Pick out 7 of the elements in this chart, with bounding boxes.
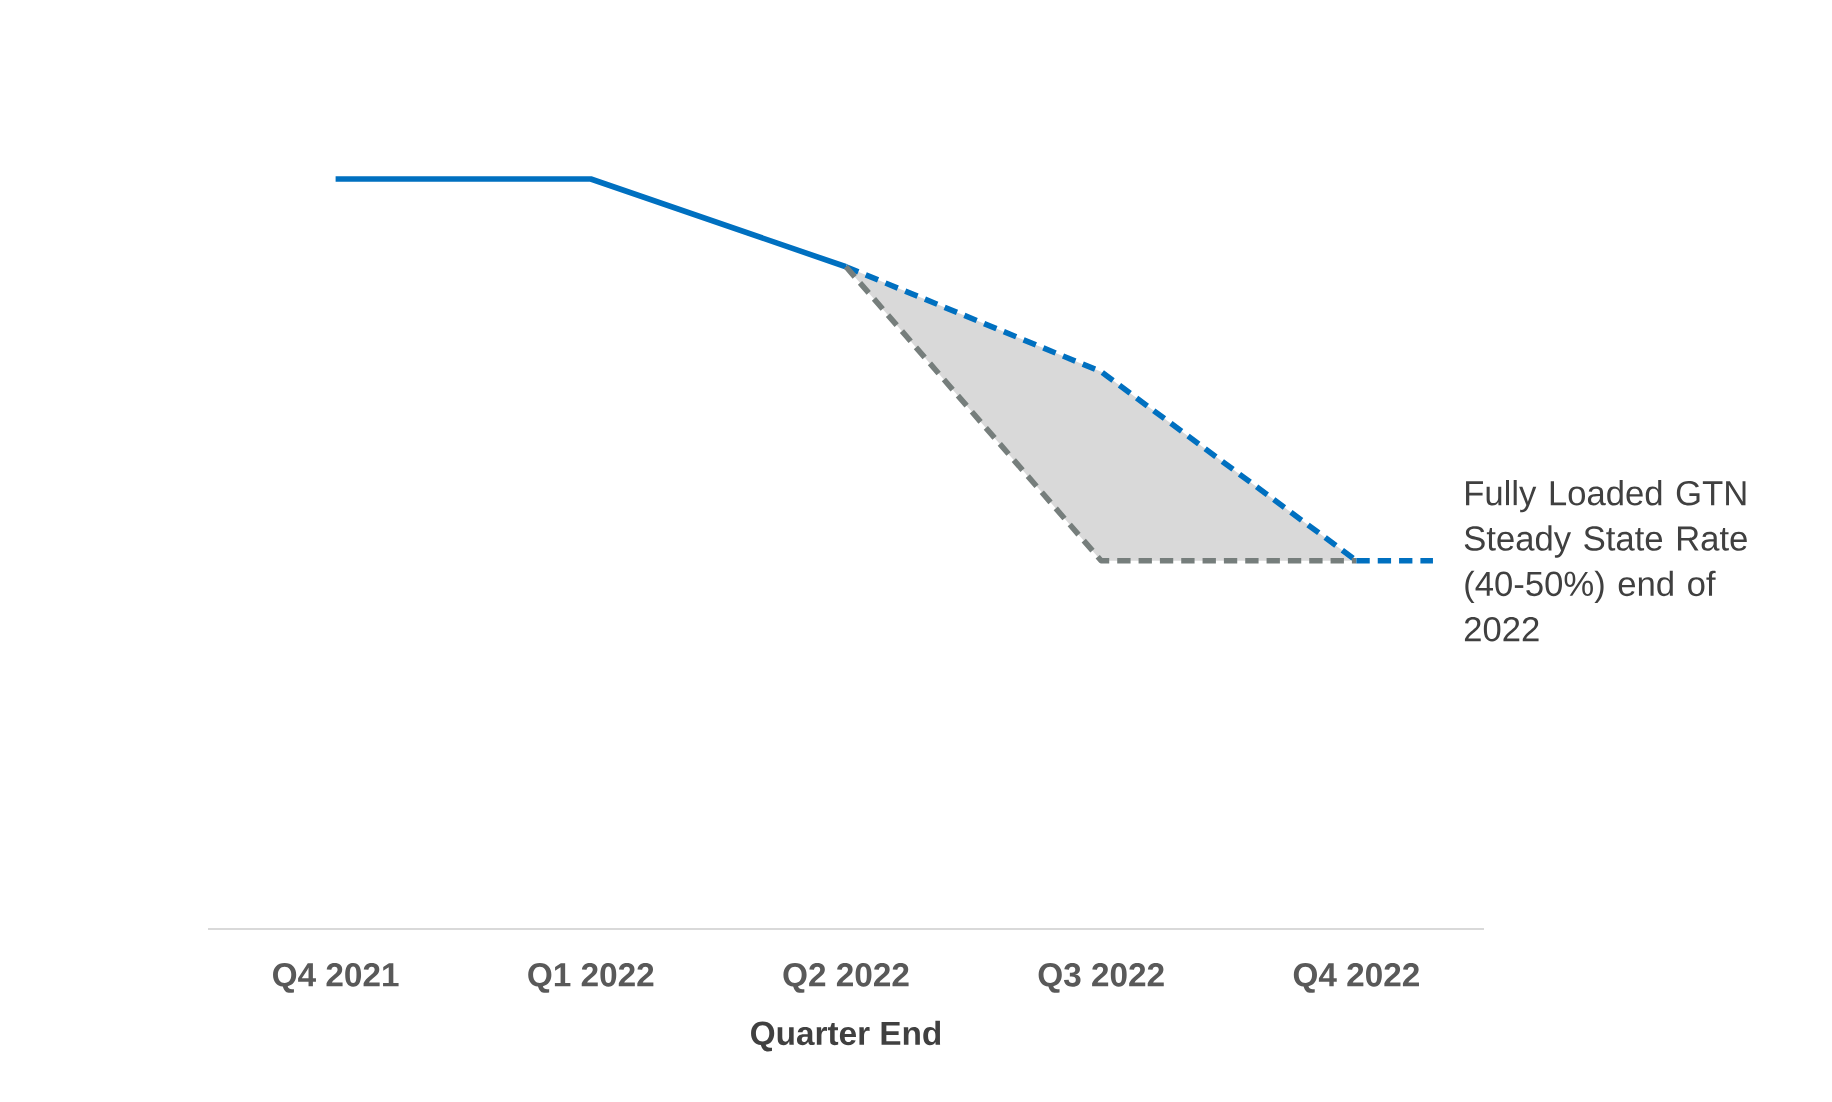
x-tick-label: Q1 2022 — [528, 963, 654, 993]
x-tick-label: Q4 2021 — [273, 963, 399, 993]
x-tick-label: Q2 2022 — [783, 963, 909, 993]
x-axis-title: Quarter End — [751, 1020, 941, 1052]
x-tick-label: Q4 2022 — [1293, 963, 1419, 993]
x-tick-label: Q3 2022 — [1038, 963, 1164, 993]
annotation: Fully Loaded GTN Steady State Rate (40-50%) end of 2022 — [1464, 480, 1747, 642]
